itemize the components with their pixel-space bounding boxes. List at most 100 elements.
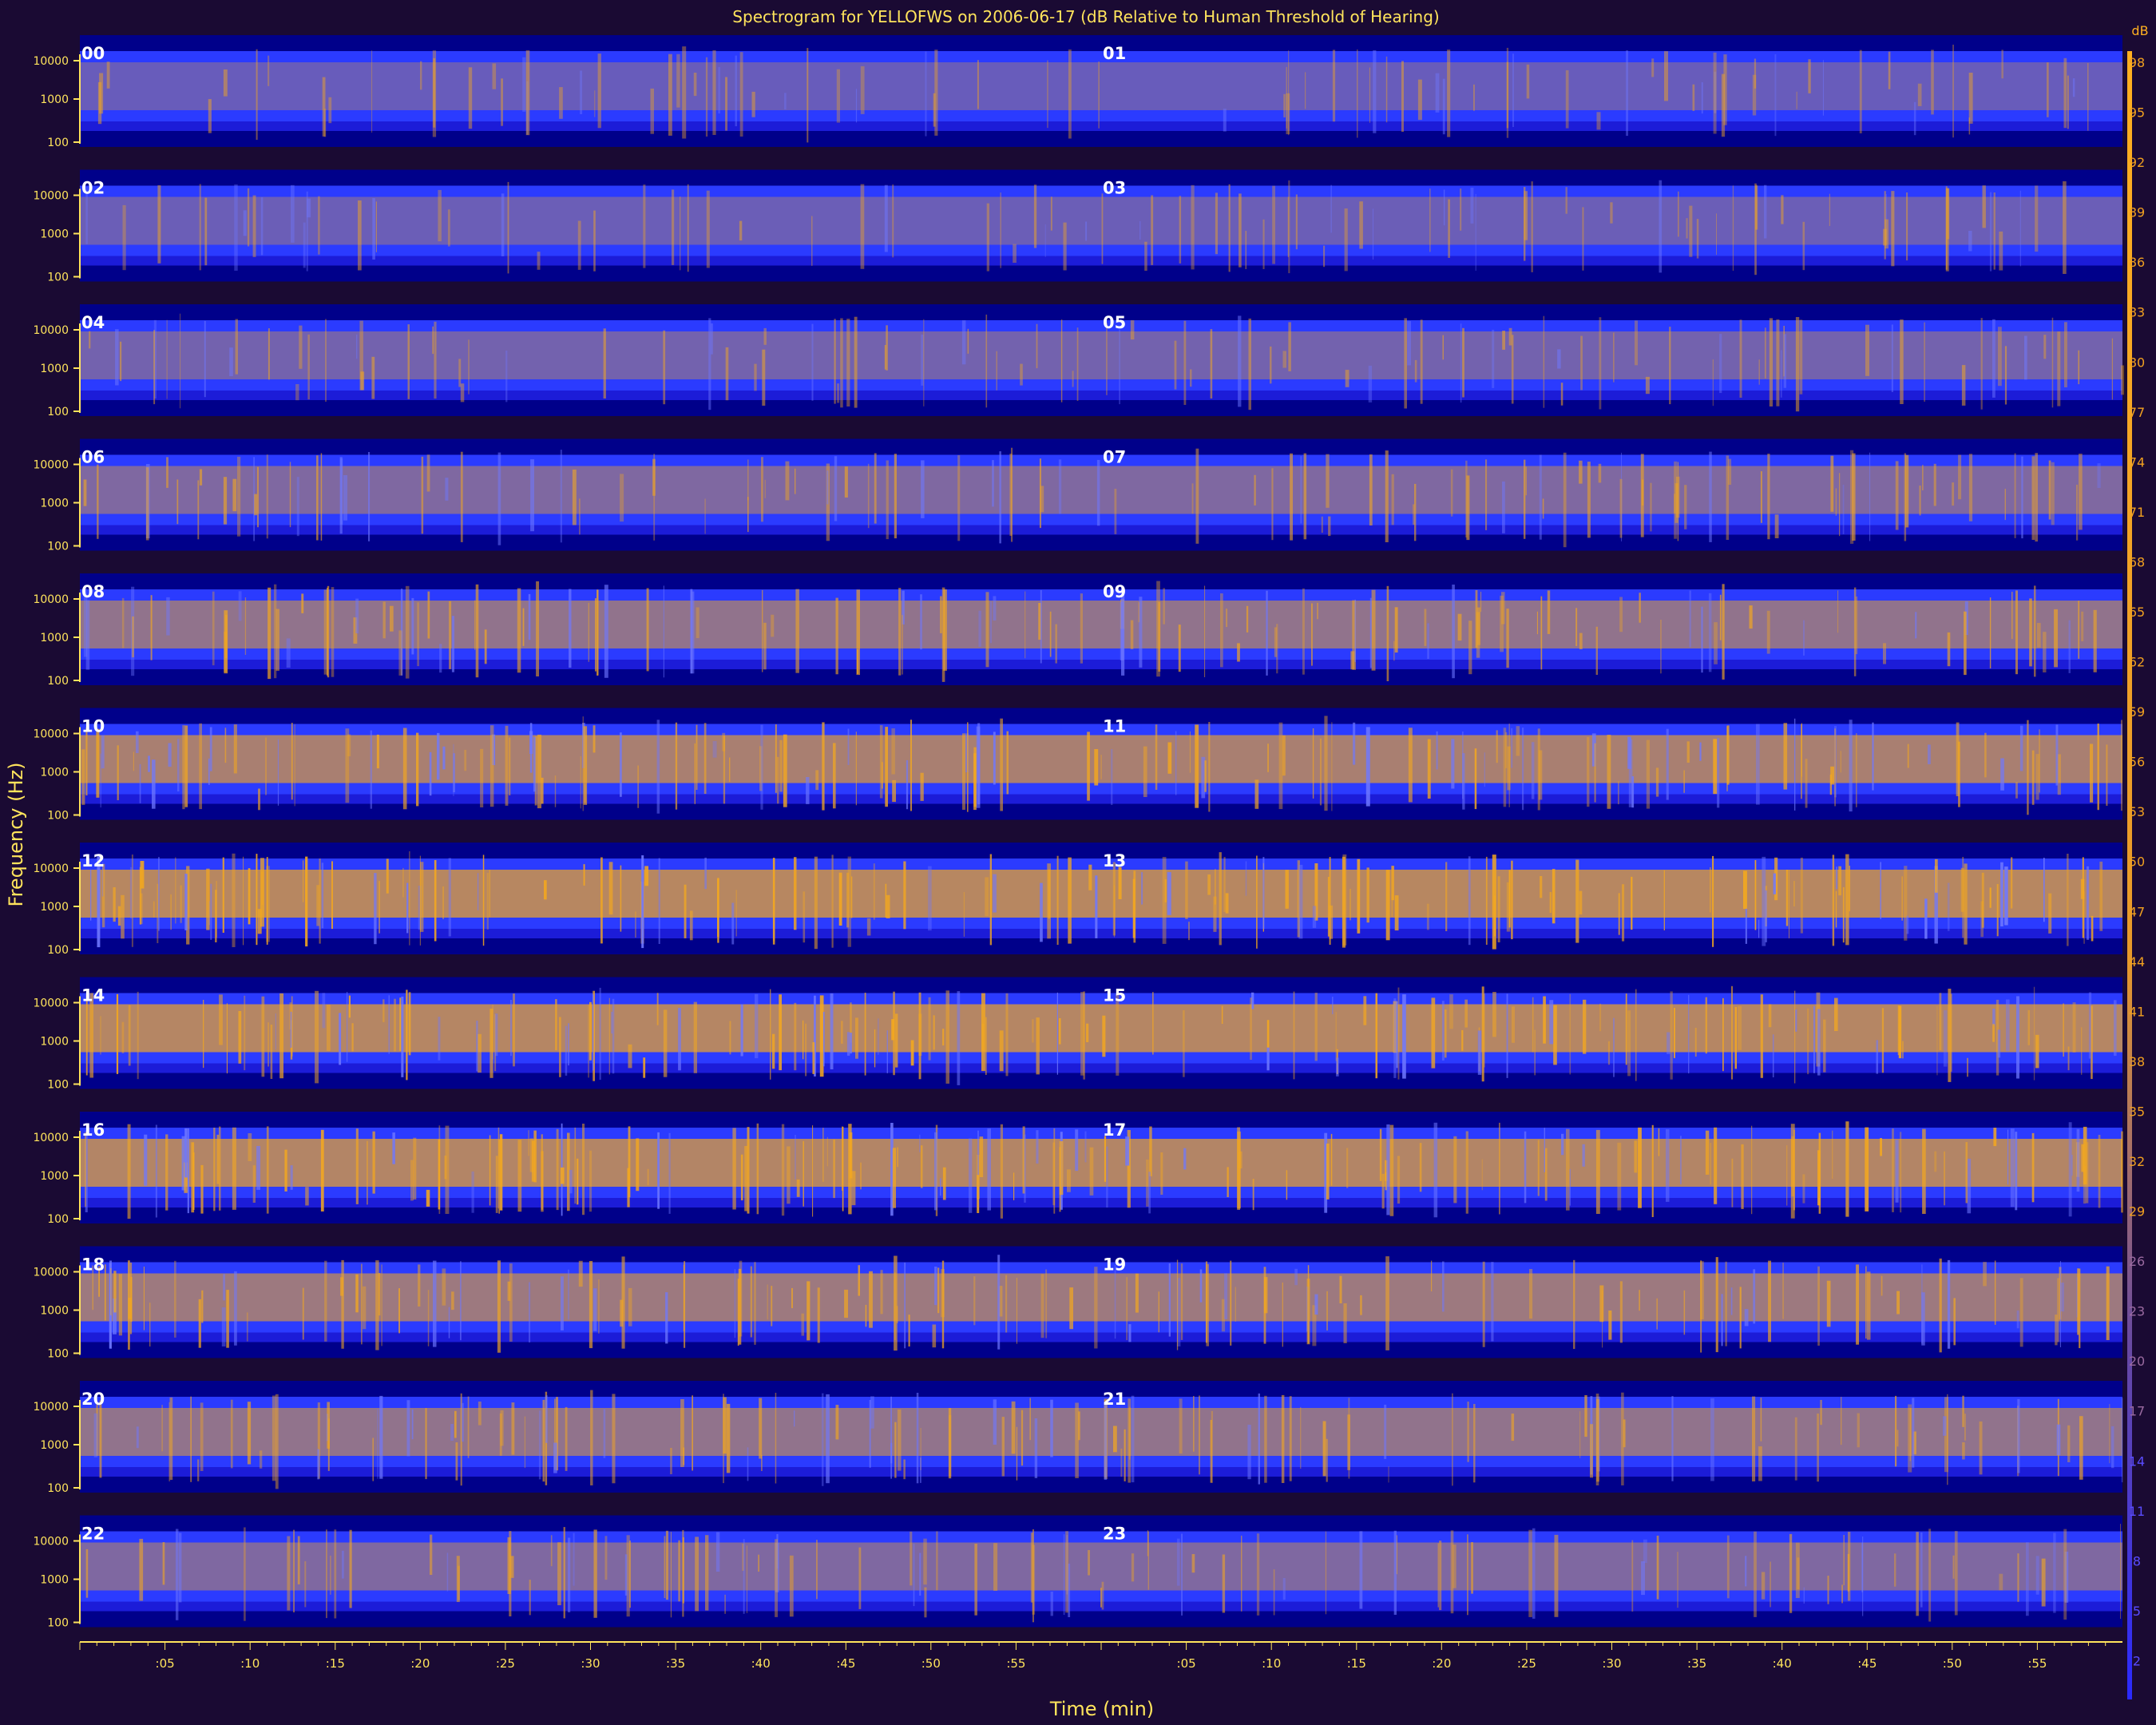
spectrogram-streak — [186, 866, 190, 945]
x-tick-label: :30 — [1602, 1656, 1621, 1671]
spectrogram-streak — [529, 731, 533, 754]
spectrogram-streak — [1774, 54, 1777, 137]
spectrogram-streak — [349, 1529, 352, 1608]
spectrogram-streak — [841, 1021, 843, 1044]
spectrogram-streak — [985, 592, 989, 668]
spectrogram-streak — [2017, 1398, 2020, 1473]
spectrogram-streak — [426, 454, 430, 492]
y-axis-label: Frequency (Hz) — [5, 763, 27, 907]
hour-label-17: 17 — [1103, 1120, 1126, 1140]
spectrogram-streak — [1368, 365, 1373, 402]
spectrogram-streak — [2027, 1009, 2030, 1045]
spectrogram-streak — [326, 1529, 327, 1619]
spectrogram-streak — [1373, 50, 1377, 133]
spectrogram-streak — [1920, 1532, 1923, 1608]
spectrogram-streak — [1285, 870, 1289, 909]
spectrogram-streak — [510, 1556, 514, 1578]
spectrogram-streak — [910, 720, 912, 811]
spectrogram-streak — [1235, 1287, 1236, 1322]
spectrogram-streak — [234, 184, 238, 271]
spectrogram-streak — [417, 602, 419, 667]
spectrogram-streak — [2081, 1027, 2083, 1075]
spectrogram-streak — [1897, 1005, 1900, 1056]
spectrogram-streak — [2068, 620, 2071, 673]
spectrogram-streak — [275, 609, 279, 671]
spectrogram-streak — [593, 210, 596, 272]
spectrogram-streak — [1983, 1262, 1987, 1287]
spectrogram-streak — [704, 498, 706, 534]
time-axis: :05:10:15:20:25:30:35:40:45:50:55:05:10:… — [79, 1641, 2122, 1671]
spectrogram-streak — [302, 1287, 304, 1340]
spectrogram-streak — [763, 622, 767, 670]
spectrogram-streak — [1282, 1577, 1286, 1600]
spectrogram-streak — [513, 993, 515, 1067]
spectrogram-streak — [201, 1290, 204, 1323]
spectrogram-streak — [1183, 1148, 1187, 1170]
spectrogram-streak — [1641, 479, 1644, 506]
spectrogram-streak — [1525, 466, 1527, 496]
spectrogram-streak — [1936, 1005, 1938, 1076]
spectrogram-streak — [712, 741, 717, 758]
spectrogram-streak — [902, 590, 905, 625]
spectrogram-streak — [885, 883, 887, 918]
spectrogram-streak — [533, 1130, 537, 1183]
spectrogram-streak — [541, 1151, 544, 1212]
spectrogram-streak — [1204, 760, 1207, 792]
spectrogram-streak — [497, 452, 501, 545]
spectrogram-streak — [113, 1298, 117, 1334]
spectrogram-streak — [2080, 878, 2085, 899]
spectrogram-streak — [517, 588, 521, 673]
spectrogram-streak — [1631, 876, 1633, 930]
spectrogram-streak — [1266, 1047, 1270, 1071]
spectrogram-streak — [2026, 1542, 2029, 1616]
spectrogram-streak — [1324, 1132, 1328, 1213]
spectrogram-streak — [233, 724, 237, 774]
spectrogram-streak — [723, 736, 726, 804]
spectrogram-streak — [891, 1019, 894, 1041]
spectrogram-streak — [1582, 1144, 1585, 1167]
spectrogram-streak — [1835, 890, 1837, 928]
spectrogram-streak — [184, 1162, 188, 1193]
x-tick-label: :55 — [1006, 1656, 1025, 1671]
spectrogram-streak — [505, 725, 509, 806]
spectrogram-streak — [1503, 728, 1507, 807]
spectrogram-streak — [593, 725, 596, 753]
spectrogram-streak — [1408, 728, 1413, 803]
y-tick-label: 100 — [47, 810, 69, 823]
spectrogram-streak — [456, 1556, 460, 1602]
spectrogram-streak — [1450, 469, 1453, 517]
spectrogram-streak — [208, 758, 210, 785]
spectrogram-streak — [507, 1281, 511, 1301]
spectrogram-streak — [243, 210, 247, 236]
spectrogram-streak — [1607, 735, 1611, 809]
spectrogram-streak — [1839, 473, 1841, 537]
spectrogram-streak — [940, 1178, 941, 1196]
spectrogram-streak — [1852, 453, 1856, 541]
colorbar-tick-label: 86 — [2129, 255, 2145, 270]
spectrogram-streak — [1700, 1260, 1702, 1353]
spectrogram-streak — [158, 857, 160, 931]
spectrogram-streak — [1799, 319, 1803, 395]
colorbar-tick-label: 41 — [2129, 1004, 2145, 1019]
spectrogram-streak — [1147, 1530, 1149, 1556]
spectrogram-streak — [1795, 1542, 1800, 1598]
spectrogram-streak — [998, 1286, 1003, 1317]
spectrogram-streak — [693, 73, 697, 97]
spectrogram-streak — [1183, 320, 1187, 405]
spectrogram-streak — [1807, 1008, 1809, 1075]
spectrogram-streak — [1618, 893, 1620, 935]
spectrogram-streak — [920, 1145, 923, 1188]
spectrogram-streak — [360, 371, 365, 391]
spectrogram-streak — [928, 866, 932, 931]
spectrogram-streak — [990, 601, 992, 644]
spectrogram-streak — [2014, 453, 2016, 538]
spectrogram-streak — [200, 1402, 204, 1471]
spectrogram-streak — [433, 58, 436, 128]
spectrogram-streak — [596, 589, 599, 676]
spectrogram-streak — [835, 597, 838, 675]
spectrogram-streak — [1678, 191, 1679, 237]
spectrogram-streak — [920, 594, 922, 650]
spectrogram-streak — [2016, 996, 2019, 1079]
spectrogram-streak — [1719, 334, 1722, 394]
